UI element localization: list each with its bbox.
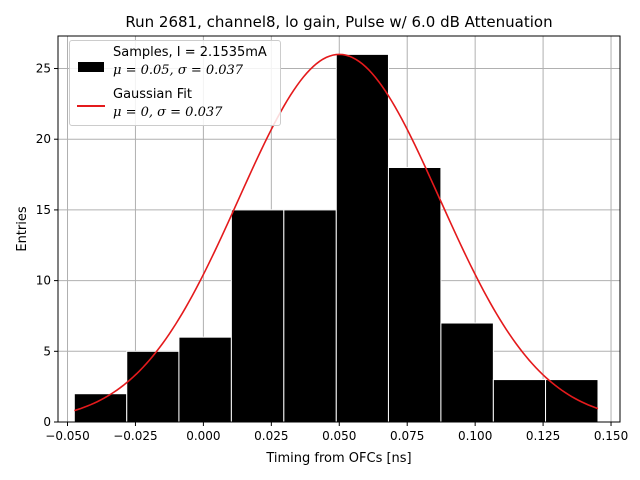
- legend-entry-samples: Samples, I = 2.1535mA μ = 0.05, σ = 0.03…: [70, 43, 282, 83]
- y-axis-ticks: 0 5 10 15 20 25: [36, 62, 58, 429]
- histogram-bar: [178, 336, 232, 423]
- legend-stats-samples: μ = 0.05, σ = 0.037: [113, 63, 244, 78]
- gaussian-fit-line: [74, 53, 599, 412]
- x-axis-label: Timing from OFCs [ns]: [265, 451, 411, 466]
- y-tick-label: 5: [43, 344, 51, 358]
- y-tick-label: 10: [36, 274, 51, 288]
- x-tick-label: 0.100: [458, 429, 492, 443]
- legend: Samples, I = 2.1535mA μ = 0.05, σ = 0.03…: [69, 40, 281, 126]
- legend-stats-fit: μ = 0, σ = 0.037: [113, 105, 223, 120]
- x-tick-label: 0.050: [322, 429, 356, 443]
- x-axis-ticks: −0.050 −0.025 0.000 0.025 0.050 0.075 0.100 0.1…: [45, 422, 628, 443]
- y-tick-label: 15: [36, 203, 51, 217]
- y-tick-label: 0: [43, 415, 51, 429]
- histogram-bar: [387, 166, 442, 423]
- x-tick-label: −0.025: [113, 429, 157, 443]
- y-tick-label: 20: [36, 132, 51, 146]
- x-tick-label: 0.125: [526, 429, 560, 443]
- histogram-bars: [73, 53, 599, 423]
- histogram-bar: [230, 209, 285, 423]
- legend-label-samples: Samples, I = 2.1535mA: [113, 45, 267, 60]
- chart-title: Run 2681, channel8, lo gain, Pulse w/ 6.…: [125, 13, 552, 31]
- y-tick-label: 25: [36, 62, 51, 76]
- x-tick-label: 0.000: [186, 429, 220, 443]
- histogram-bar: [283, 209, 337, 423]
- legend-label-fit: Gaussian Fit: [113, 87, 193, 102]
- histogram-bar: [492, 379, 547, 423]
- gaussian-fit-layer: [74, 53, 599, 412]
- x-tick-label: 0.075: [390, 429, 424, 443]
- y-axis-label: Entries: [15, 206, 30, 252]
- histogram-bar: [440, 322, 494, 423]
- histogram-bar: [126, 350, 180, 423]
- legend-entry-fit: Gaussian Fit μ = 0, σ = 0.037: [70, 85, 282, 125]
- x-tick-label: 0.025: [254, 429, 288, 443]
- x-tick-label: 0.150: [594, 429, 628, 443]
- legend-swatch-histogram: [78, 62, 104, 72]
- histogram-bar: [545, 379, 599, 423]
- legend-swatch-fit-line: [77, 105, 105, 107]
- x-tick-label: −0.050: [45, 429, 89, 443]
- histogram-bar: [335, 53, 389, 423]
